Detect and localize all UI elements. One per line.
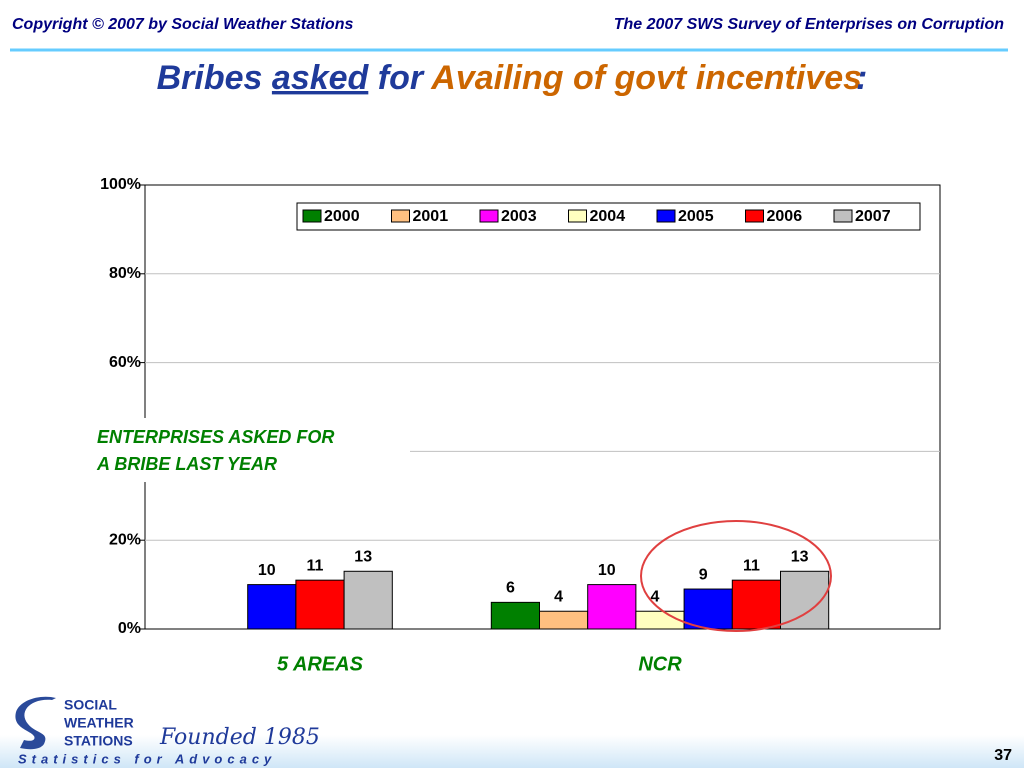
legend-label: 2007: [855, 208, 891, 225]
data-label: 4: [651, 588, 660, 605]
legend-label: 2004: [590, 208, 626, 225]
data-label: 13: [791, 548, 809, 565]
annotation: A BRIBE LAST YEAR: [96, 454, 277, 474]
legend-label: 2003: [501, 208, 537, 225]
legend-swatch: [568, 209, 587, 223]
bar: [247, 584, 297, 630]
y-tick-label: 60%: [109, 354, 141, 371]
plot-area: [144, 184, 941, 630]
tagline: Statistics for Advocacy: [18, 751, 276, 766]
bar: [343, 570, 393, 630]
data-label: 11: [307, 557, 324, 574]
y-tick-label: 80%: [109, 265, 141, 282]
x-tick-label: 5 AREAS: [277, 653, 364, 675]
founded: Founded 1985: [159, 725, 320, 750]
legend-label: 2001: [413, 208, 449, 225]
legend-swatch: [656, 209, 676, 223]
logo-text: WEATHER: [64, 715, 134, 731]
legend-swatch: [745, 209, 764, 223]
bar: [587, 584, 637, 630]
data-label: 11: [743, 557, 760, 574]
x-tick-label: NCR: [638, 653, 682, 675]
data-label: 10: [258, 562, 276, 579]
legend-swatch: [479, 209, 499, 223]
survey-title: The 2007 SWS Survey of Enterprises on Co…: [614, 16, 1005, 33]
bar: [490, 601, 540, 630]
data-label: 13: [354, 548, 372, 565]
data-label: 6: [506, 580, 515, 597]
bar: [731, 579, 781, 630]
title-part: :: [856, 59, 867, 97]
y-tick-label: 100%: [100, 176, 141, 193]
logo-mark: [15, 696, 56, 750]
legend-label: 2006: [767, 208, 803, 225]
legend-swatch: [302, 209, 322, 223]
y-tick-label: 20%: [109, 531, 141, 548]
y-tick-label: 0%: [118, 620, 141, 637]
title-part: Bribes: [157, 59, 263, 97]
title: Bribes asked for Availing of govt incent…: [157, 59, 868, 97]
page-number: 37: [994, 747, 1012, 764]
legend-label: 2005: [678, 208, 714, 225]
footer-band: [0, 735, 1024, 768]
logo-text: SOCIAL: [64, 697, 117, 713]
title-part: for: [378, 59, 425, 97]
legend: 2000 2001 2003 2004 2005 2006 2007: [296, 202, 921, 231]
legend-swatch: [391, 209, 410, 223]
data-label: 4: [554, 588, 563, 605]
annotation: ENTERPRISES ASKED FOR: [97, 427, 334, 447]
bar: [683, 588, 733, 630]
title-part: asked: [272, 59, 370, 97]
legend-label: 2000: [324, 208, 360, 225]
logo: SOCIAL WEATHER STATIONS Founded 1985 Sta…: [15, 696, 320, 766]
annotation-box: [92, 418, 410, 482]
copyright: Copyright © 2007 by Social Weather Stati…: [12, 16, 353, 33]
bar: [295, 579, 345, 630]
title-part: Availing of govt incentives: [430, 59, 862, 97]
logo-text: STATIONS: [64, 733, 133, 749]
data-label: 10: [598, 562, 616, 579]
legend-swatch: [833, 209, 853, 223]
data-label: 9: [699, 566, 708, 583]
bar: [539, 610, 589, 630]
highlight-circle: [640, 520, 832, 632]
